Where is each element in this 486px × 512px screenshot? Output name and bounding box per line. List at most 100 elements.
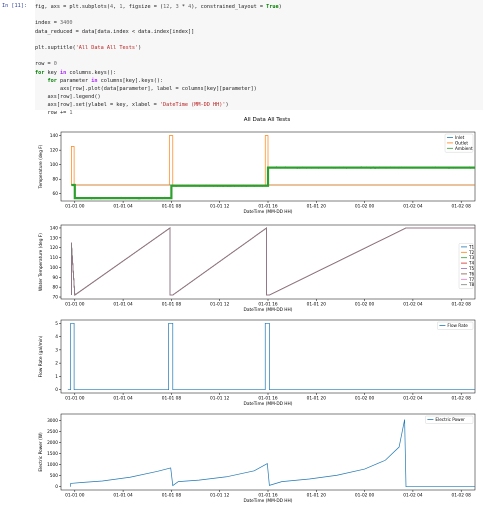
legend-label: T5: [468, 266, 475, 271]
y-tick-label: 120: [50, 245, 58, 251]
code-token: for: [35, 69, 45, 76]
y-tick-label: 0: [55, 387, 58, 393]
matplotlib-figure: All Data All Tests 01-01 00 01-01 04 01-01…: [38, 117, 476, 504]
y-tick-label: 100: [50, 162, 58, 168]
series-line-t8: [70, 227, 475, 296]
cell-output: All Data All Tests 01-01 00 01-01 04 01-01…: [35, 112, 480, 508]
x-tick-label: 01-01 08: [162, 204, 182, 210]
y-axis-label: Flow Rate (gal/min): [38, 335, 44, 377]
plot-axes-frame: [60, 413, 476, 491]
code-token: 3: [175, 4, 179, 10]
legend-label: T4: [468, 261, 475, 266]
code-token: data_reduced = data[data.index < data.in…: [35, 28, 195, 35]
code-token: ): [278, 4, 282, 10]
y-tick-label: 500: [50, 473, 58, 479]
x-axis-label: DateTime (MM-DD HH): [244, 209, 293, 215]
code-token: axs[row].legend(): [35, 94, 101, 101]
code-token: plt.suptitle(: [35, 44, 76, 51]
y-tick-label: 5: [55, 321, 58, 327]
code-token: key: [44, 69, 60, 76]
code-token: 0: [53, 61, 57, 68]
x-tick-label: 01-01 08: [162, 302, 182, 308]
x-tick-label: 01-02 04: [403, 493, 423, 499]
code-line: data_reduced = data[data.index < data.in…: [35, 28, 475, 36]
code-token: [35, 78, 48, 84]
code-token: for: [47, 77, 57, 84]
x-tick-label: 01-01 20: [307, 302, 327, 308]
x-axis-label: DateTime (MM-DD HH): [244, 307, 293, 313]
code-line: row += 1: [35, 109, 475, 117]
code-token: index =: [35, 20, 60, 27]
code-line: axs[row].plot(data[parameter], label = c…: [35, 85, 475, 93]
code-line: fig, axs = plt.subplots(4, 1, figsize = …: [35, 3, 475, 11]
x-tick-label: 01-02 04: [403, 302, 423, 308]
code-line: [35, 11, 475, 19]
figure-suptitle: All Data All Tests: [244, 117, 291, 123]
y-tick-label: 0: [55, 484, 58, 490]
x-tick-label: 01-02 08: [452, 204, 472, 210]
code-token: ,: [169, 4, 176, 10]
y-tick-label: 80: [53, 177, 59, 183]
legend-box: [437, 321, 474, 330]
x-tick-label: 01-01 16: [258, 396, 278, 402]
y-tick-label: 70: [53, 295, 59, 301]
y-tick-label: 2: [55, 361, 58, 367]
code-line: index = 3400: [35, 19, 475, 27]
code-line: for key in columns.keys():: [35, 69, 475, 77]
y-axis-label: Temperature (deg F): [38, 144, 44, 189]
x-tick-label: 01-02 08: [452, 396, 472, 402]
x-tick-label: 01-01 12: [210, 302, 230, 308]
legend-box: [425, 415, 474, 424]
x-tick-label: 01-02 08: [452, 493, 472, 499]
code-token: row =: [35, 61, 54, 68]
legend-label: Flow Rate: [447, 323, 468, 328]
y-tick-label: 120: [50, 148, 58, 154]
x-tick-label: 01-01 04: [113, 302, 133, 308]
x-tick-label: 01-01 12: [210, 396, 230, 402]
code-line: plt.suptitle('All Data All Tests'): [35, 44, 475, 52]
y-tick-label: 1500: [47, 451, 58, 457]
series-noise: [171, 184, 268, 188]
code-token: in: [91, 77, 98, 84]
code-editor[interactable]: fig, axs = plt.subplots(4, 1, figsize = …: [35, 3, 475, 118]
legend-label: T7: [468, 277, 475, 282]
x-tick-label: 01-01 20: [307, 204, 327, 210]
y-tick-label: 110: [50, 255, 58, 261]
legend-box: [458, 243, 474, 289]
y-tick-label: 3: [55, 347, 58, 353]
legend-label: T1: [468, 244, 475, 249]
code-token: 4: [188, 4, 192, 10]
x-tick-label: 01-01 04: [113, 204, 133, 210]
x-tick-label: 01-02 00: [355, 396, 375, 402]
x-tick-label: 01-01 00: [65, 302, 85, 308]
x-axis-label: DateTime (MM-DD HH): [244, 401, 293, 407]
series-noise: [74, 196, 172, 200]
cell-prompt: In [11]:: [2, 3, 27, 9]
y-tick-label: 3000: [47, 418, 58, 424]
series-noise: [267, 166, 476, 170]
legend-label: Outlet: [455, 140, 468, 145]
code-token: ), constrained_layout =: [191, 4, 267, 10]
series-line-outlet: [70, 135, 475, 186]
code-line: [35, 52, 475, 60]
y-tick-label: 140: [50, 133, 58, 139]
code-editor-background[interactable]: [35, 0, 483, 110]
y-tick-label: 60: [53, 191, 59, 197]
code-token: axs[row].set(ylabel = key, xlabel =: [35, 102, 160, 109]
x-tick-label: 01-02 00: [355, 302, 375, 308]
code-token: fig, axs = plt.subplots(: [35, 4, 110, 10]
legend-label: T2: [468, 250, 475, 255]
code-line: axs[row].set(ylabel = key, xlabel = 'Dat…: [35, 101, 475, 109]
legend-label: T3: [468, 255, 475, 260]
code-line: axs[row].legend(): [35, 93, 475, 101]
code-token: 4: [109, 4, 114, 10]
legend-label: T8: [468, 282, 475, 287]
y-tick-label: 2000: [47, 440, 58, 446]
x-tick-label: 01-01 16: [258, 204, 278, 210]
series-line-electric-power: [70, 419, 475, 488]
code-token: 1: [69, 110, 73, 117]
code-token: 12: [163, 4, 170, 10]
y-tick-label: 4: [55, 334, 58, 340]
code-token: 'DateTime (MM-DD HH)': [159, 102, 226, 109]
